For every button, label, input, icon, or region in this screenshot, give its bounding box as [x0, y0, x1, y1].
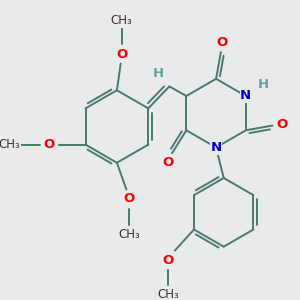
Text: O: O — [276, 118, 288, 131]
Text: O: O — [116, 47, 127, 61]
Text: O: O — [216, 36, 227, 49]
Text: methoxy: methoxy — [122, 18, 128, 20]
Text: H: H — [257, 78, 268, 91]
Text: H: H — [152, 67, 164, 80]
Text: CH₃: CH₃ — [0, 138, 20, 151]
Text: N: N — [211, 141, 222, 154]
Text: CH₃: CH₃ — [111, 14, 133, 27]
Text: O: O — [44, 138, 55, 151]
Text: CH₃: CH₃ — [158, 288, 179, 300]
Text: O: O — [163, 156, 174, 169]
Text: O: O — [163, 254, 174, 266]
Text: CH₃: CH₃ — [118, 228, 140, 241]
Text: O: O — [124, 193, 135, 206]
Text: N: N — [240, 89, 251, 103]
